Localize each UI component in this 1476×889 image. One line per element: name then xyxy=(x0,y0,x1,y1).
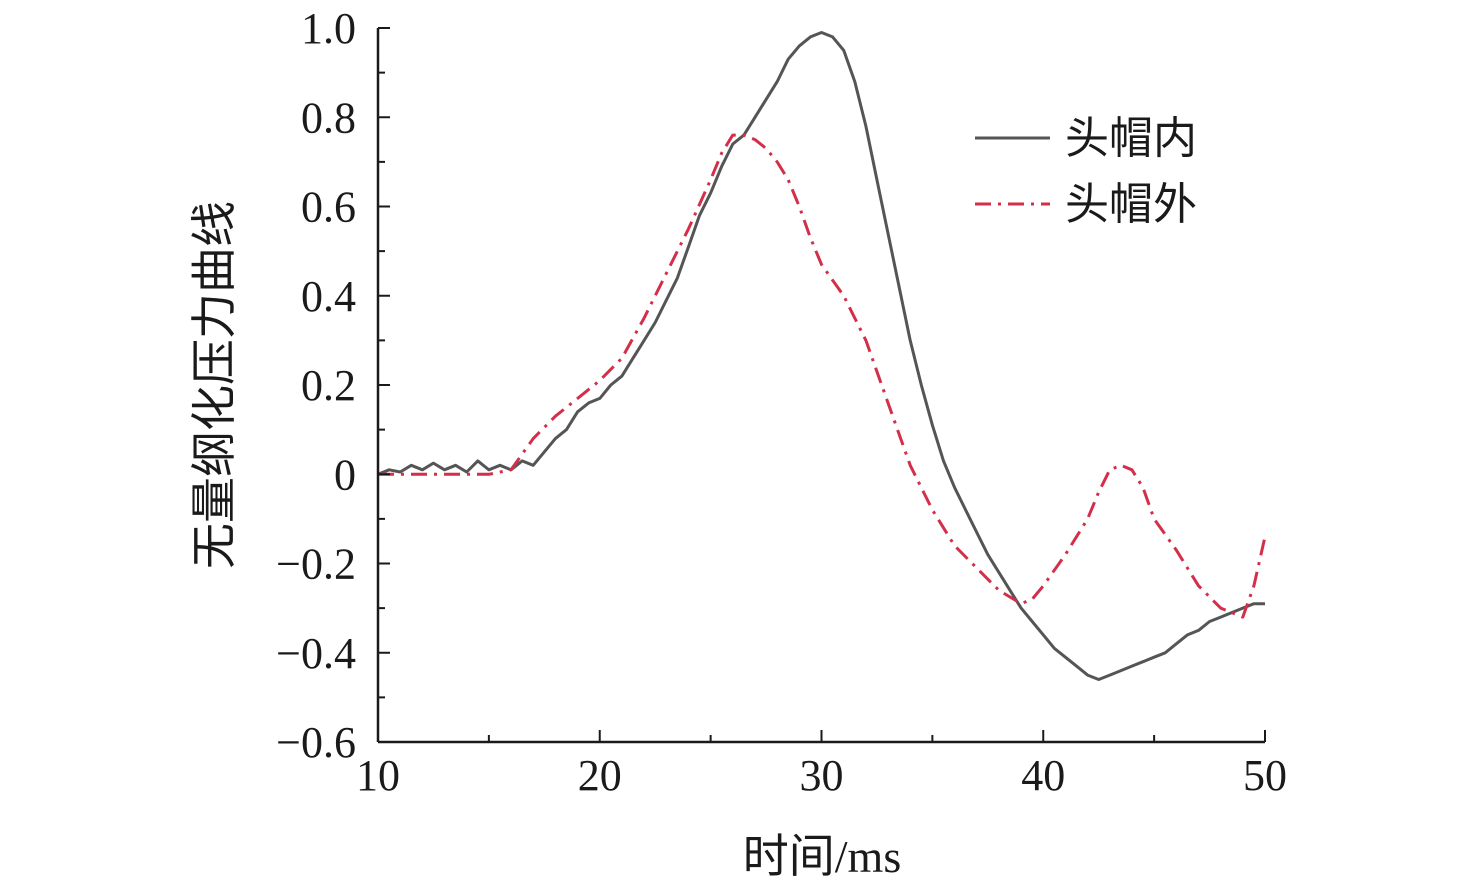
y-tick-label: −0.6 xyxy=(276,718,356,767)
y-tick-label: 0.8 xyxy=(301,93,356,142)
x-tick-label: 50 xyxy=(1243,751,1287,800)
legend-label-2: 头帽外 xyxy=(1065,179,1197,230)
series-line-2 xyxy=(378,133,1267,619)
legend-label-1: 头帽内 xyxy=(1065,113,1197,164)
y-tick-label: −0.2 xyxy=(276,540,356,589)
x-tick-label: 30 xyxy=(800,751,844,800)
y-tick-label: 0 xyxy=(334,450,356,499)
series-line-1 xyxy=(377,31,1265,681)
x-axis-title: 时间/ms xyxy=(743,831,901,882)
x-tick-label: 10 xyxy=(356,751,400,800)
x-tick-label: 20 xyxy=(578,751,622,800)
y-tick-label: 0.6 xyxy=(301,183,356,232)
ticks-group: 10 20 30 40 50 1.0 0.8 0.6 0.4 0.2 0 −0.2 −0.4 −0.6 xyxy=(276,4,1287,800)
plot-series-group xyxy=(377,31,1267,681)
y-axis-title: 无量纲化压力曲线 xyxy=(189,201,240,569)
y-tick-label: 0.2 xyxy=(301,361,356,410)
x-tick-label: 40 xyxy=(1021,751,1065,800)
y-tick-label: 0.4 xyxy=(301,272,356,321)
y-tick-label: −0.4 xyxy=(276,629,356,678)
y-tick-label: 1.0 xyxy=(301,4,356,53)
